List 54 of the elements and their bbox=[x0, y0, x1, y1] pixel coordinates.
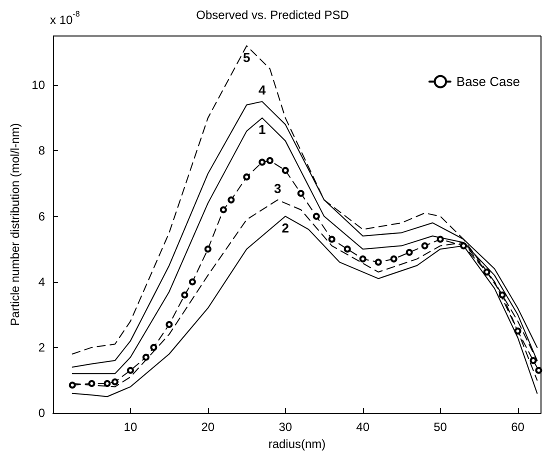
point bbox=[258, 158, 266, 166]
x-tick-label: 10 bbox=[124, 420, 138, 434]
point bbox=[181, 291, 188, 298]
point bbox=[228, 196, 235, 204]
y-tick-label: 8 bbox=[38, 144, 46, 158]
point bbox=[297, 190, 304, 197]
point bbox=[282, 166, 289, 174]
point bbox=[421, 242, 428, 250]
point bbox=[220, 206, 227, 214]
point bbox=[204, 246, 212, 253]
point bbox=[111, 378, 118, 386]
series-label: 3 bbox=[274, 180, 282, 196]
point bbox=[530, 357, 537, 364]
x-axis-title: radius(nm) bbox=[268, 436, 326, 451]
point bbox=[266, 157, 274, 164]
point bbox=[436, 236, 444, 243]
point bbox=[166, 320, 173, 328]
point bbox=[359, 255, 366, 262]
legend-label: Base Case bbox=[456, 74, 520, 90]
point bbox=[328, 236, 336, 243]
point bbox=[150, 344, 158, 351]
point bbox=[344, 246, 351, 253]
point bbox=[535, 366, 542, 374]
y-tick-label: 6 bbox=[38, 209, 46, 224]
point bbox=[104, 380, 111, 387]
point bbox=[88, 380, 96, 387]
point bbox=[483, 268, 490, 276]
point bbox=[312, 212, 320, 220]
point bbox=[460, 242, 468, 250]
point bbox=[68, 382, 76, 389]
y-tick-label: 2 bbox=[38, 340, 46, 354]
x-tick-label: 60 bbox=[511, 420, 525, 434]
point bbox=[406, 248, 413, 256]
y-tick-label: 4 bbox=[38, 274, 46, 289]
y-tick-label: 10 bbox=[32, 78, 46, 92]
point bbox=[514, 328, 522, 335]
series-label: 4 bbox=[258, 82, 267, 98]
chart-title: Observed vs. Predicted PSD bbox=[196, 8, 350, 22]
y-tick-label: 0 bbox=[38, 406, 46, 420]
x-tick-label: 20 bbox=[201, 420, 215, 434]
x-tick-label: 30 bbox=[278, 420, 292, 434]
series-label: 2 bbox=[282, 220, 289, 236]
series-label: 1 bbox=[258, 122, 266, 137]
point bbox=[374, 258, 382, 266]
y-axis-title: Particle number distribution (mol/l-nm) bbox=[8, 123, 22, 326]
x-tick-label: 50 bbox=[434, 420, 448, 434]
point bbox=[126, 366, 134, 374]
x-tick-label: 40 bbox=[356, 420, 370, 434]
point bbox=[498, 291, 506, 298]
series-label: 5 bbox=[243, 50, 250, 65]
point bbox=[243, 173, 250, 180]
point bbox=[390, 255, 398, 262]
point bbox=[188, 278, 196, 286]
point bbox=[142, 354, 150, 361]
